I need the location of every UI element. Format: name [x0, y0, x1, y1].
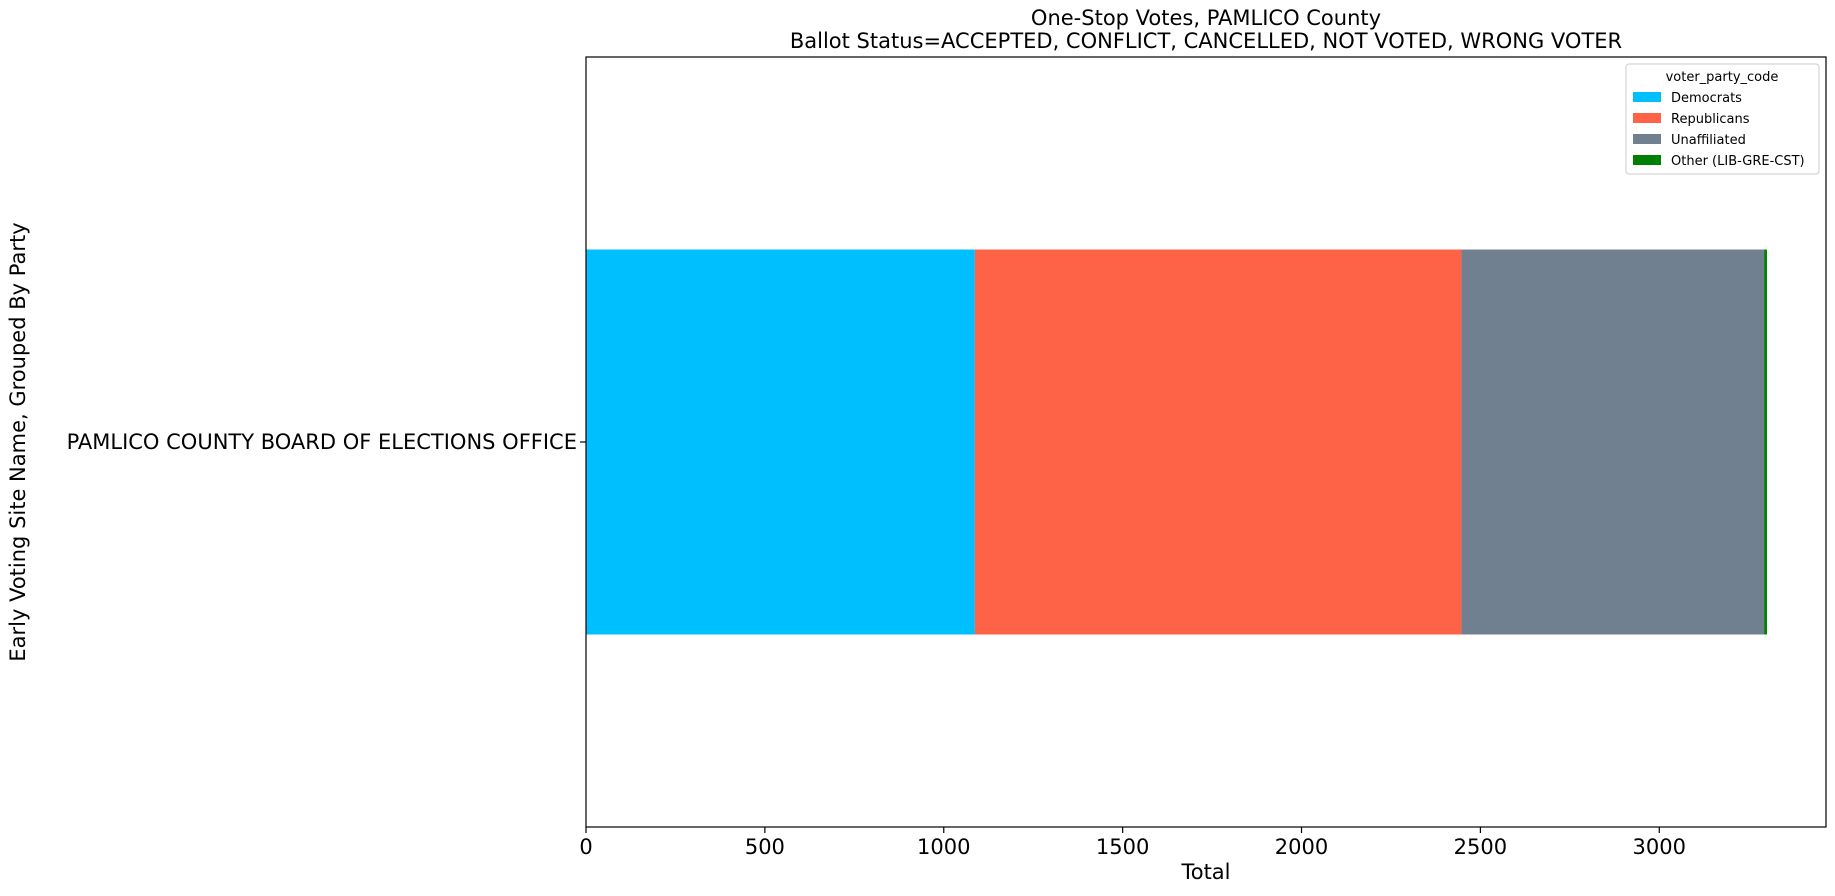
- chart-title: One-Stop Votes, PAMLICO County: [1031, 6, 1381, 30]
- x-axis: 0 500 1000 1500 2000 2500 3000: [579, 827, 1686, 859]
- legend-swatch: [1633, 113, 1661, 123]
- legend-label: Democrats: [1671, 91, 1742, 106]
- x-tick-label: 3000: [1633, 835, 1686, 859]
- bar-segment-republicans: [974, 249, 1462, 635]
- legend-label: Republicans: [1671, 112, 1750, 127]
- x-axis-label: Total: [1180, 860, 1230, 884]
- x-tick-label: 0: [579, 835, 592, 859]
- y-axis: PAMLICO COUNTY BOARD OF ELECTIONS OFFICE: [67, 430, 586, 454]
- x-tick-label: 500: [745, 835, 785, 859]
- legend-title: voter_party_code: [1666, 70, 1779, 85]
- legend: voter_party_code Democrats Republicans Una…: [1625, 63, 1820, 175]
- chart-subtitle: Ballot Status=ACCEPTED, CONFLICT, CANCEL…: [790, 29, 1622, 53]
- y-axis-label: Early Voting Site Name, Grouped By Party: [6, 222, 30, 661]
- y-tick-label: PAMLICO COUNTY BOARD OF ELECTIONS OFFICE: [67, 430, 577, 454]
- bar-segment-democrats: [586, 249, 975, 635]
- legend-swatch: [1633, 92, 1661, 102]
- plot-area: [586, 249, 1767, 635]
- legend-label: Other (LIB-GRE-CST): [1671, 154, 1805, 169]
- bar-segment-unaffiliated: [1461, 249, 1765, 635]
- x-tick-label: 1000: [917, 835, 970, 859]
- x-tick-label: 2000: [1275, 835, 1328, 859]
- legend-swatch: [1633, 134, 1661, 144]
- legend-swatch: [1633, 155, 1661, 165]
- legend-label: Unaffiliated: [1671, 133, 1746, 148]
- x-tick-label: 1500: [1096, 835, 1149, 859]
- bar-segment-other-lib-gre-cst: [1764, 249, 1767, 635]
- x-tick-label: 2500: [1454, 835, 1507, 859]
- legend-frame: [1625, 63, 1820, 175]
